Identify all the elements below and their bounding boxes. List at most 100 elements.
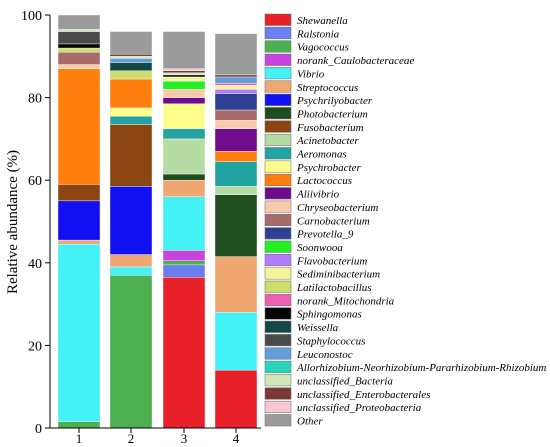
legend-label: Soonwooa <box>297 242 343 254</box>
bar-segment <box>57 14 101 30</box>
legend-swatch <box>264 80 292 93</box>
y-axis-label: Relative abundance (%) <box>5 150 21 294</box>
legend-swatch <box>264 173 292 186</box>
legend-label: Prevotella_9 <box>296 229 354 241</box>
legend-label: Aeromonas <box>296 149 347 161</box>
bar-segment <box>162 179 206 197</box>
bar-segment <box>214 151 258 162</box>
bar-segment <box>57 31 101 45</box>
legend-label: Lactococcus <box>296 175 352 187</box>
bar-segment <box>109 31 153 55</box>
legend-swatch <box>264 254 292 267</box>
bar-segment <box>162 103 206 129</box>
bar-segment <box>214 120 258 129</box>
legend-label: unclassified_Proteobacteria <box>297 402 422 414</box>
bar-segment <box>162 173 206 181</box>
bar-segment <box>162 250 206 261</box>
legend-swatch <box>264 400 292 413</box>
bar-segment <box>57 29 101 32</box>
y-tick-label: 20 <box>28 339 42 354</box>
bar-segment <box>57 239 101 245</box>
legend-swatch <box>264 133 292 146</box>
bar-segment <box>162 128 206 140</box>
bar-segment <box>214 161 258 187</box>
bar-segment <box>214 76 258 84</box>
legend-swatch <box>264 147 292 160</box>
bar-segment <box>57 200 101 241</box>
bar-segment <box>162 72 206 76</box>
bar-segment <box>57 421 101 429</box>
bar-segment <box>214 194 258 257</box>
legend-label: Latilactobacillus <box>296 282 372 294</box>
legend-label: Leuconostoc <box>296 349 353 361</box>
legend-swatch <box>264 414 292 427</box>
y-tick-label: 0 <box>35 422 42 437</box>
bar-segment <box>162 76 206 82</box>
legend-label: Flavobacterium <box>296 255 367 267</box>
legend-swatch <box>264 347 292 360</box>
legend-label: Aliivibrio <box>296 189 340 201</box>
legend-swatch <box>264 374 292 387</box>
bar-segment <box>109 254 153 268</box>
legend-label: Vibrio <box>297 68 325 80</box>
y-tick-label: 80 <box>28 92 42 107</box>
bar-segment <box>162 196 206 251</box>
bar-segment <box>57 51 101 65</box>
legend-swatch <box>264 67 292 80</box>
bar-segment <box>109 78 153 109</box>
legend-label: Vagococcus <box>297 42 349 54</box>
y-tick-label: 100 <box>21 9 42 24</box>
bar-segment <box>57 64 101 69</box>
legend-label: Psychrobacter <box>296 162 361 174</box>
legend-swatch <box>264 360 292 373</box>
bar-segment <box>57 244 101 423</box>
legend-swatch <box>264 387 292 400</box>
bar-segment <box>162 80 206 90</box>
x-ticks: 1 2 3 4 <box>76 428 240 446</box>
bar-segment <box>109 124 153 187</box>
bar-segment <box>162 31 206 69</box>
bar-segment <box>214 256 258 313</box>
legend-swatch <box>264 200 292 213</box>
bar-segment <box>162 68 206 71</box>
x-tick-label: 3 <box>181 431 188 446</box>
bar-segment <box>109 62 153 71</box>
legend-swatch <box>264 187 292 200</box>
bar-segment <box>214 74 258 78</box>
bar-segment <box>214 93 258 111</box>
bar-segment <box>57 184 101 202</box>
bar-segment <box>214 312 258 371</box>
bar-segment <box>109 186 153 255</box>
bar-segment <box>109 107 153 117</box>
bar-segment <box>57 43 101 49</box>
bar-segment <box>162 74 206 78</box>
legend-swatch <box>264 27 292 40</box>
bar-segment <box>162 70 206 74</box>
legend-label: Ralstonia <box>296 28 340 40</box>
legend-label: Acinetobacter <box>296 135 359 147</box>
legend-label: Fusobacterium <box>296 122 364 134</box>
bar-segment <box>214 33 258 76</box>
legend-swatch <box>264 120 292 133</box>
legend-label: norank_Mitochondria <box>297 295 395 307</box>
bar-segment <box>109 58 153 63</box>
legend-label: unclassified_Enterobacterales <box>297 389 430 401</box>
legend-label: Sphingomonas <box>297 309 362 321</box>
legend-swatch <box>264 13 292 26</box>
bar-segment <box>57 47 101 53</box>
bar-segment <box>162 138 206 175</box>
bar-segment <box>109 56 153 59</box>
bar-segment <box>214 109 258 121</box>
bar-segment <box>214 82 258 86</box>
bar-segment <box>57 68 101 185</box>
legend-label: Shewanella <box>297 15 348 27</box>
bar-segment <box>214 128 258 152</box>
bars-group <box>57 14 258 429</box>
bar-segment <box>162 97 206 104</box>
legend-label: Psychrilyobacter <box>296 95 373 107</box>
legend-swatch <box>264 334 292 347</box>
bar-segment <box>109 54 153 57</box>
x-tick-label: 2 <box>128 431 135 446</box>
